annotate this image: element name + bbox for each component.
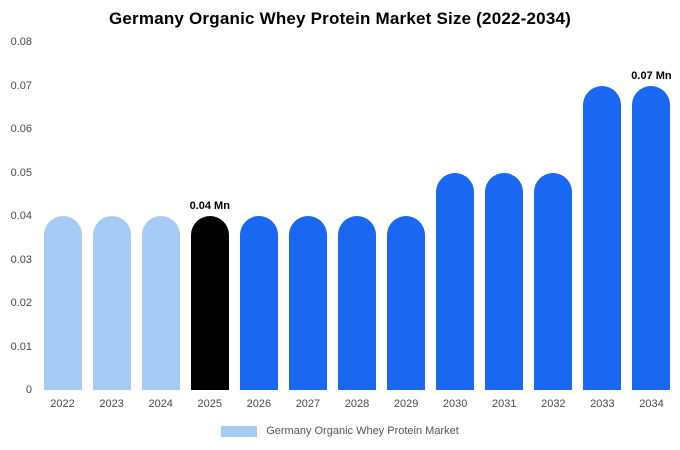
bar-2033[interactable] (583, 85, 622, 390)
bar-2025[interactable] (190, 216, 229, 390)
x-tick-label: 2024 (148, 398, 173, 410)
bar-cell (529, 42, 578, 390)
bar-2034[interactable] (632, 85, 671, 390)
x-tick-label: 2028 (344, 398, 370, 410)
bar-cell (234, 42, 283, 390)
chart-title: Germany Organic Whey Protein Market Size… (108, 9, 572, 28)
bar-2030[interactable] (436, 172, 475, 390)
x-tick-label: 2032 (541, 398, 566, 410)
x-axis-labels: 2022 2023 2024 2025 2026 2027 2028 2029 2030 2031… (38, 398, 676, 410)
bar-cell: 0.04 Mn (185, 42, 234, 390)
y-tick-label: 0.04 (10, 210, 32, 222)
y-tick-label: 0.07 (10, 79, 32, 92)
y-tick-label: 0.06 (10, 123, 32, 135)
y-axis: 0 0.01 0.02 0.03 0.04 0.05 0.06 0.07 0.08 (0, 0, 32, 450)
bar-2027[interactable] (288, 216, 327, 390)
x-tick-label: 2022 (50, 398, 75, 410)
y-tick-label: 0.08 (10, 36, 32, 48)
x-tick-label: 2031 (492, 398, 517, 410)
x-tick-label: 2023 (99, 398, 124, 410)
bar-cell: 0.07 Mn (627, 42, 676, 390)
y-tick-label: 0.02 (10, 297, 32, 309)
bar-2032[interactable] (534, 172, 573, 390)
legend: Germany Organic Whey Protein Market (0, 425, 680, 437)
bar-cell (332, 42, 381, 390)
bar-2024[interactable] (141, 216, 180, 390)
x-tick-label: 2034 (639, 398, 664, 410)
y-tick-label: 0 (25, 384, 32, 396)
bar-cell (480, 42, 529, 390)
x-tick-label: 2026 (246, 398, 272, 410)
y-tick-label: 0.03 (10, 253, 32, 266)
bar-cell (578, 42, 627, 390)
x-tick-label: 2025 (197, 398, 223, 410)
bar-2022[interactable] (43, 216, 82, 390)
bar-value-label: 0.04 Mn (189, 200, 230, 212)
y-tick-label: 0.01 (10, 340, 32, 353)
x-tick-label: 2027 (295, 398, 321, 410)
bar-cell (431, 42, 480, 390)
bars-row: 0.04 Mn 0.07 Mn (38, 42, 676, 390)
bar-cell (382, 42, 431, 390)
x-tick-label: 2030 (442, 398, 468, 410)
x-tick-label: 2033 (590, 398, 615, 410)
x-tick-label: 2029 (393, 398, 419, 410)
bar-2026[interactable] (239, 216, 278, 390)
legend-label: Germany Organic Whey Protein Market (266, 425, 459, 437)
bar-2031[interactable] (485, 172, 524, 390)
bar-2029[interactable] (387, 216, 426, 390)
legend-swatch-icon (221, 425, 258, 437)
bar-cell (87, 42, 136, 390)
bar-value-label: 0.07 Mn (631, 69, 672, 82)
legend-item[interactable]: Germany Organic Whey Protein Market (221, 425, 459, 437)
bar-cell (283, 42, 332, 390)
bar-cell (136, 42, 185, 390)
bar-cell (38, 42, 87, 390)
bar-2023[interactable] (92, 216, 131, 390)
y-tick-label: 0.05 (10, 166, 32, 179)
bar-2028[interactable] (338, 216, 376, 390)
